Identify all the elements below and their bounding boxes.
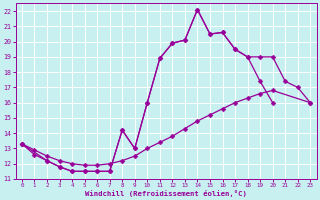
X-axis label: Windchill (Refroidissement éolien,°C): Windchill (Refroidissement éolien,°C) [85,190,247,197]
